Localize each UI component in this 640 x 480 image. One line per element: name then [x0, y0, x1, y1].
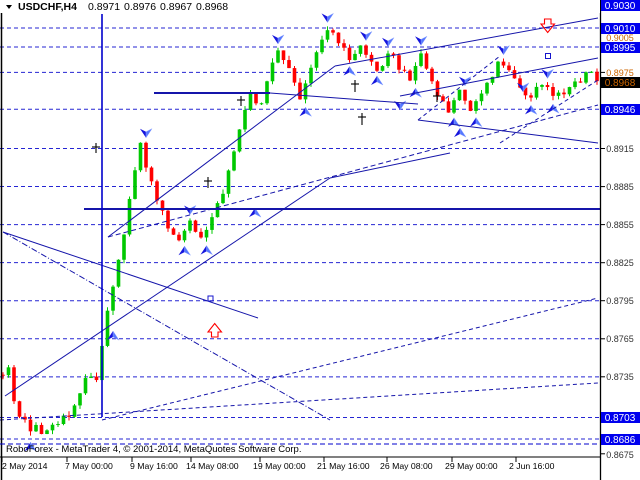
svg-text:0.8675: 0.8675	[606, 450, 634, 460]
svg-text:0.8976: 0.8976	[124, 1, 156, 13]
svg-text:0.8968: 0.8968	[605, 78, 636, 89]
svg-text:0.8795: 0.8795	[606, 296, 634, 306]
svg-text:RoboForex - MetaTrader 4, © 20: RoboForex - MetaTrader 4, © 2001-2014, M…	[6, 444, 301, 455]
svg-text:0.8825: 0.8825	[606, 258, 634, 268]
svg-text:19 May 00:00: 19 May 00:00	[253, 461, 306, 471]
svg-text:7 May 00:00: 7 May 00:00	[65, 461, 113, 471]
svg-text:29 May 00:00: 29 May 00:00	[445, 461, 498, 471]
svg-text:0.8975: 0.8975	[606, 68, 634, 78]
svg-text:0.9005: 0.9005	[606, 33, 634, 43]
svg-text:0.8735: 0.8735	[606, 372, 634, 382]
svg-text:0.8885: 0.8885	[606, 182, 634, 192]
svg-text:USDCHF,H4: USDCHF,H4	[18, 1, 77, 13]
svg-text:0.8995: 0.8995	[605, 43, 636, 54]
svg-text:0.8915: 0.8915	[606, 144, 634, 154]
svg-text:26 May 08:00: 26 May 08:00	[380, 461, 433, 471]
svg-text:0.9030: 0.9030	[605, 1, 636, 12]
svg-text:0.8765: 0.8765	[606, 334, 634, 344]
svg-text:0.8686: 0.8686	[605, 435, 636, 446]
svg-text:14 May 08:00: 14 May 08:00	[186, 461, 239, 471]
svg-text:0.8967: 0.8967	[160, 1, 192, 13]
svg-text:0.8703: 0.8703	[605, 413, 636, 424]
svg-text:2 Jun 16:00: 2 Jun 16:00	[509, 461, 555, 471]
svg-text:0.8968: 0.8968	[196, 1, 228, 13]
svg-text:0.8855: 0.8855	[606, 220, 634, 230]
svg-text:9 May 16:00: 9 May 16:00	[130, 461, 178, 471]
svg-text:0.8946: 0.8946	[605, 105, 636, 116]
svg-text:21 May 16:00: 21 May 16:00	[317, 461, 370, 471]
svg-text:2 May 2014: 2 May 2014	[2, 461, 48, 471]
svg-text:0.8971: 0.8971	[88, 1, 120, 13]
